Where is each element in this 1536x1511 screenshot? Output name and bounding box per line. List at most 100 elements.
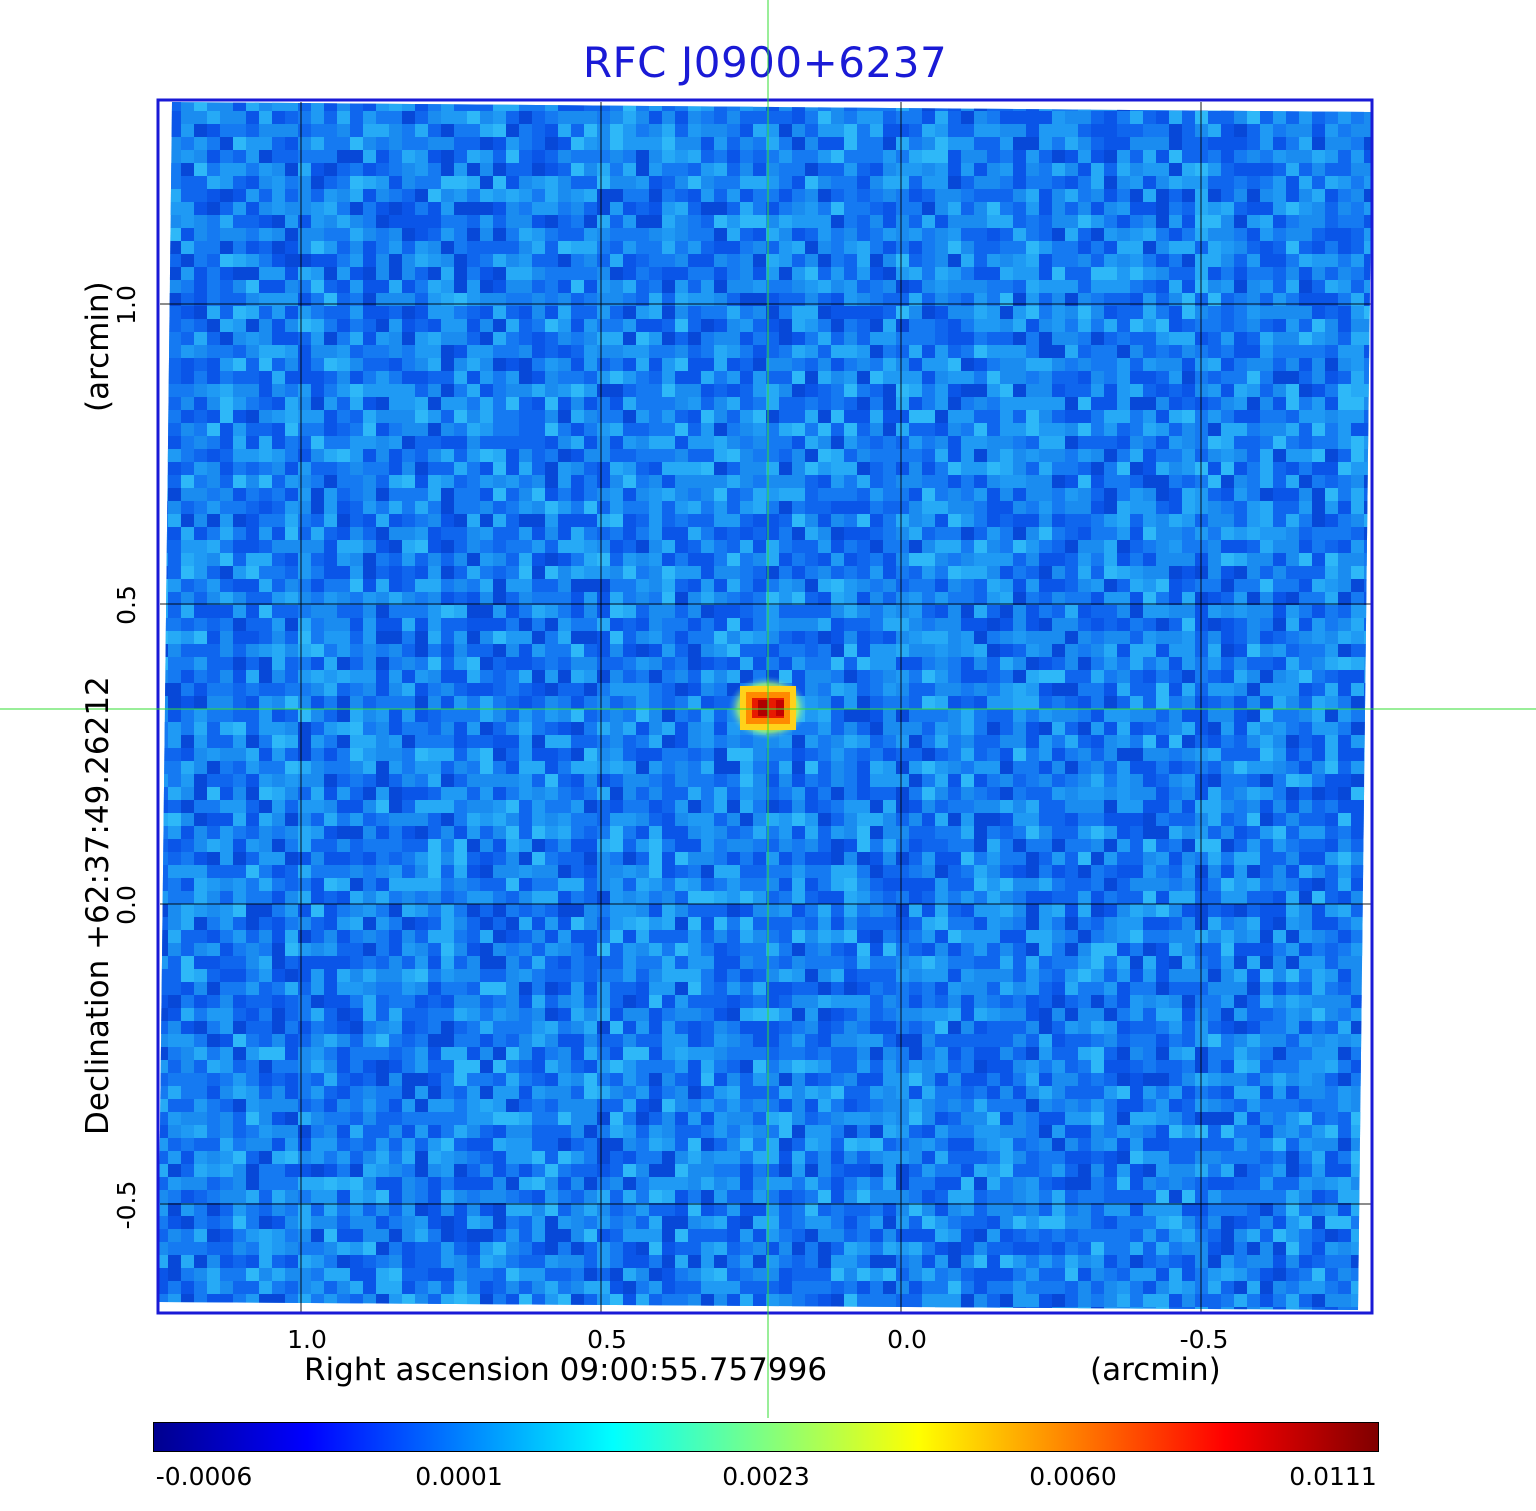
noise-pixel	[870, 748, 883, 761]
noise-pixel	[1221, 267, 1234, 280]
noise-pixel	[623, 215, 636, 228]
noise-pixel	[519, 709, 532, 722]
noise-pixel	[1299, 397, 1312, 410]
noise-pixel	[844, 124, 857, 137]
noise-pixel	[519, 605, 532, 618]
noise-pixel	[194, 102, 207, 111]
noise-pixel	[1013, 111, 1026, 124]
noise-pixel	[974, 592, 987, 605]
noise-pixel	[1182, 761, 1195, 774]
noise-pixel	[545, 176, 558, 189]
noise-pixel	[207, 852, 220, 865]
noise-pixel	[363, 102, 376, 111]
noise-pixel	[1156, 579, 1169, 592]
noise-pixel	[311, 254, 324, 267]
noise-pixel	[935, 163, 948, 176]
noise-pixel	[597, 475, 610, 488]
noise-pixel	[1039, 761, 1052, 774]
noise-pixel	[1286, 462, 1299, 475]
noise-pixel	[675, 332, 688, 345]
noise-pixel	[1325, 345, 1338, 358]
noise-pixel	[363, 670, 376, 683]
noise-pixel	[1039, 163, 1052, 176]
noise-pixel	[402, 553, 415, 566]
noise-pixel	[909, 566, 922, 579]
noise-pixel	[896, 774, 909, 787]
noise-pixel	[831, 293, 844, 306]
noise-pixel	[1260, 709, 1273, 722]
noise-pixel	[337, 696, 350, 709]
noise-pixel	[584, 800, 597, 813]
noise-pixel	[363, 254, 376, 267]
noise-pixel	[1286, 566, 1299, 579]
noise-pixel	[831, 722, 844, 735]
noise-pixel	[740, 202, 753, 215]
noise-pixel	[1065, 722, 1078, 735]
noise-pixel	[1260, 449, 1273, 462]
noise-pixel	[285, 501, 298, 514]
noise-pixel	[1234, 423, 1247, 436]
noise-pixel	[337, 605, 350, 618]
noise-pixel	[935, 124, 948, 137]
noise-pixel	[1078, 124, 1091, 137]
noise-pixel	[1013, 514, 1026, 527]
noise-pixel	[1026, 683, 1039, 696]
noise-pixel	[1247, 891, 1260, 904]
noise-pixel	[181, 462, 194, 475]
noise-pixel	[389, 540, 402, 553]
noise-pixel	[935, 592, 948, 605]
noise-pixel	[623, 527, 636, 540]
noise-pixel	[870, 202, 883, 215]
noise-pixel	[480, 904, 493, 917]
noise-pixel	[1091, 618, 1104, 631]
noise-pixel	[584, 891, 597, 904]
noise-pixel	[844, 514, 857, 527]
noise-pixel	[610, 540, 623, 553]
noise-pixel	[714, 163, 727, 176]
noise-pixel	[1182, 215, 1195, 228]
noise-pixel	[1169, 228, 1182, 241]
noise-pixel	[987, 332, 1000, 345]
noise-pixel	[870, 280, 883, 293]
noise-pixel	[1078, 371, 1091, 384]
noise-pixel	[584, 839, 597, 852]
noise-pixel	[792, 137, 805, 150]
noise-pixel	[207, 137, 220, 150]
noise-pixel	[467, 501, 480, 514]
noise-pixel	[805, 891, 818, 904]
noise-pixel	[1052, 410, 1065, 423]
noise-pixel	[935, 891, 948, 904]
noise-pixel	[428, 761, 441, 774]
noise-pixel	[233, 839, 246, 852]
noise-pixel	[584, 566, 597, 579]
noise-pixel	[1338, 709, 1351, 722]
noise-pixel	[506, 163, 519, 176]
noise-pixel	[1091, 488, 1104, 501]
noise-pixel	[233, 579, 246, 592]
noise-pixel	[1039, 228, 1052, 241]
noise-pixel	[168, 384, 181, 397]
noise-pixel	[610, 657, 623, 670]
noise-pixel	[818, 267, 831, 280]
noise-pixel	[1000, 150, 1013, 163]
noise-pixel	[194, 566, 207, 579]
noise-pixel	[337, 332, 350, 345]
noise-pixel	[844, 618, 857, 631]
noise-pixel	[688, 800, 701, 813]
noise-pixel	[1182, 683, 1195, 696]
noise-pixel	[350, 605, 363, 618]
noise-pixel	[818, 878, 831, 891]
noise-pixel	[1026, 800, 1039, 813]
noise-pixel	[623, 696, 636, 709]
noise-pixel	[1234, 358, 1247, 371]
noise-pixel	[1052, 267, 1065, 280]
noise-pixel	[194, 644, 207, 657]
noise-pixel	[1325, 540, 1338, 553]
noise-pixel	[779, 332, 792, 345]
noise-pixel	[1234, 891, 1247, 904]
noise-pixel	[987, 579, 1000, 592]
noise-pixel	[688, 241, 701, 254]
noise-pixel	[675, 657, 688, 670]
noise-pixel	[1130, 111, 1143, 124]
noise-pixel	[181, 319, 194, 332]
